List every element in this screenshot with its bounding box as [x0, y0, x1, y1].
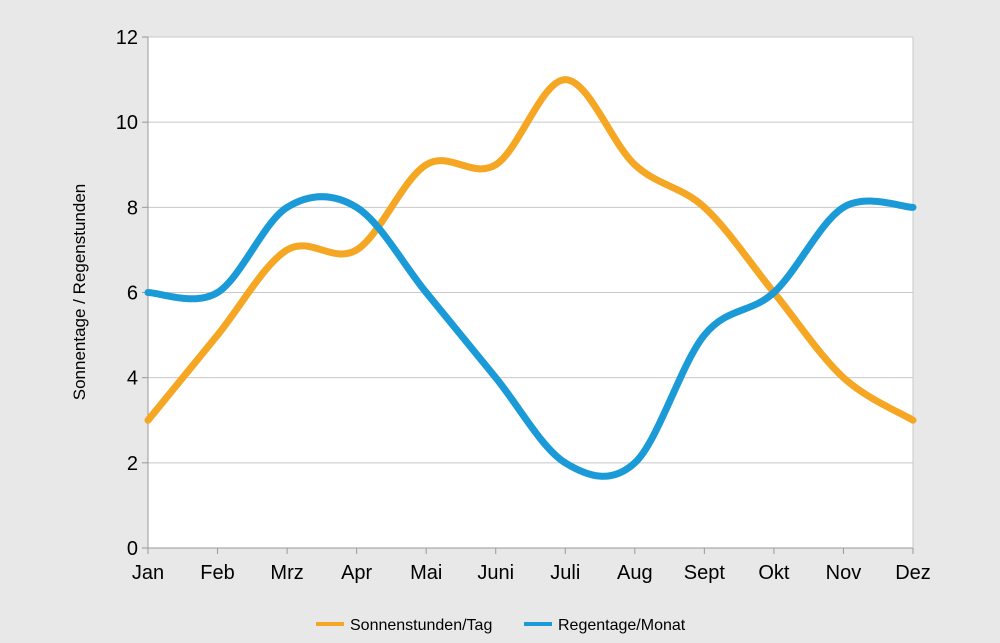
- gridlines: [148, 36, 913, 464]
- x-tick-labels: Jan Feb Mrz Apr Mai Juni Juli Aug Sept Okt Nov Dez: [132, 562, 931, 584]
- series-lines: [144, 76, 917, 480]
- x-tick-label: Juni: [477, 562, 514, 584]
- x-tick-label: Mai: [410, 562, 442, 584]
- legend: Sonnenstunden/Tag Regentage/Monat: [316, 617, 686, 634]
- y-tick-label: 2: [127, 453, 138, 475]
- x-tick-label: Sept: [684, 562, 726, 584]
- x-tick-label: Mrz: [270, 562, 303, 584]
- x-tick-label: Okt: [758, 562, 790, 584]
- x-tick-label: Jan: [132, 562, 164, 584]
- y-tick-label: 10: [116, 112, 138, 134]
- y-tick-label: 6: [127, 283, 138, 305]
- y-tick-label: 8: [127, 197, 138, 219]
- x-tick-label: Dez: [895, 562, 931, 584]
- series-line-0: [144, 76, 917, 424]
- x-tick-label: Feb: [200, 562, 234, 584]
- legend-label-0: Sonnenstunden/Tag: [350, 617, 492, 634]
- y-tick-label: 12: [116, 27, 138, 49]
- legend-label-1: Regentage/Monat: [558, 617, 686, 634]
- y-tick-label: 4: [127, 368, 138, 390]
- x-tick-label: Nov: [826, 562, 862, 584]
- y-tick-label: 0: [127, 538, 138, 560]
- x-tick-label: Aug: [617, 562, 653, 584]
- x-tick-label: Apr: [341, 562, 372, 584]
- y-axis-title: Sonnentage / Regenstunden: [70, 184, 89, 400]
- x-tick-label: Juli: [550, 562, 580, 584]
- series-line-1: [144, 193, 917, 480]
- y-tick-labels: 0 2 4 6 8 10 12: [116, 27, 138, 560]
